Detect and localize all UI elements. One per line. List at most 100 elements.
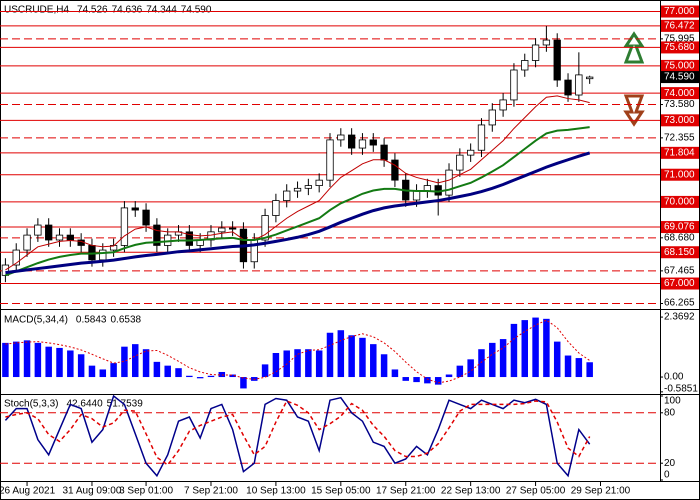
panel-title: Stoch(5,3,3): [4, 399, 58, 410]
histogram-bar: [370, 344, 377, 378]
histogram-bar: [575, 358, 583, 378]
candle-body: [477, 124, 486, 151]
readout-value: 74.590: [181, 5, 212, 16]
panel-title: MACD(5,34,4): [4, 315, 68, 326]
histogram-bar: [510, 323, 518, 378]
level-label-box: [661, 87, 699, 100]
series-line: [4, 394, 591, 478]
down-arrow: [623, 94, 645, 127]
series-line: [5, 151, 591, 275]
candle-body: [293, 187, 302, 192]
candle-body: [45, 224, 53, 241]
candle-body: [66, 234, 74, 241]
histogram-bar: [499, 339, 507, 378]
series-line: [5, 95, 590, 271]
level-label: 73.000: [664, 115, 695, 126]
histogram-bar: [553, 341, 561, 378]
histogram-bar: [424, 377, 431, 384]
y-tick-label: 68.680: [664, 232, 695, 243]
x-tick-label: 10 Sep 13:00: [246, 486, 306, 497]
current-price-label: 74.590: [664, 72, 695, 83]
candle-body: [23, 234, 31, 251]
level-label: 71.804: [664, 147, 695, 158]
candle-body: [564, 79, 572, 96]
y-tick-label: 67.465: [664, 266, 695, 277]
candle-body: [456, 154, 464, 171]
histogram-bar: [56, 347, 63, 378]
histogram-bar: [305, 349, 312, 378]
candle-body: [153, 224, 161, 246]
histogram-bar: [315, 350, 323, 378]
level-label: 75.000: [664, 61, 695, 72]
histogram-bar: [391, 369, 399, 378]
candle-body: [120, 207, 129, 246]
y-tick-label: 100: [664, 396, 681, 407]
histogram-bar: [240, 377, 247, 389]
candle-body: [542, 39, 551, 46]
candle-body: [142, 209, 150, 226]
x-tick-label: 26 Aug 2021: [0, 486, 56, 497]
readout-value: 74.344: [146, 5, 177, 16]
x-tick-label: 7 Sep 21:00: [184, 486, 238, 497]
histogram-bar: [478, 349, 485, 378]
candle-body: [326, 139, 334, 181]
histogram-bar: [142, 349, 150, 378]
candle-body: [499, 99, 507, 111]
x-tick-label: 27 Sep 05:00: [506, 486, 566, 497]
candle-body: [261, 215, 269, 241]
histogram-bar: [413, 377, 420, 383]
candle-body: [575, 74, 583, 96]
histogram-bar: [229, 374, 236, 378]
histogram-bar: [77, 354, 85, 378]
level-label: 68.150: [664, 247, 695, 258]
level-label-box: [661, 168, 699, 181]
histogram-bar: [218, 371, 226, 378]
level-label: 69.076: [664, 222, 695, 233]
histogram-bar: [337, 330, 345, 378]
level-label-box: [661, 195, 699, 208]
candle-body: [218, 227, 226, 233]
histogram-bar: [261, 364, 269, 378]
candle-body: [358, 139, 367, 149]
candle-body: [1, 264, 10, 276]
plot-layer: USCRUDE,H4 74.526 74.636 74.344 74.590 75.995…: [0, 5, 699, 497]
candle-body: [185, 231, 193, 246]
readout-value: 74.636: [112, 5, 143, 16]
candle-body: [391, 159, 399, 181]
histogram-bar: [434, 377, 442, 385]
readout-value: 74.526: [77, 5, 108, 16]
histogram-bar: [45, 346, 52, 378]
level-label-box: [661, 41, 699, 54]
up-arrow: [623, 31, 645, 64]
y-tick-label: 72.355: [664, 133, 695, 144]
histogram-bar: [348, 335, 355, 378]
level-label: 71.000: [664, 169, 695, 180]
candle-body: [347, 134, 356, 149]
histogram-bar: [12, 341, 20, 378]
histogram-bar: [456, 365, 464, 378]
candle-body: [488, 109, 496, 126]
histogram-bar: [2, 342, 9, 378]
histogram-bar: [326, 332, 334, 378]
readout-value: 42.6440: [66, 399, 103, 410]
readout-value: 0.5843: [76, 315, 107, 326]
histogram-bar: [153, 361, 161, 378]
y-tick-label: 0.00: [664, 372, 684, 383]
candle-body: [283, 190, 291, 201]
candle-body: [380, 144, 388, 161]
level-label: 75.680: [664, 42, 695, 53]
candle-body: [304, 185, 313, 189]
readout-value: 0.6538: [111, 315, 142, 326]
y-tick-label: 20: [664, 458, 676, 469]
level-label-box: [661, 221, 699, 234]
x-tick-label: 31 Aug 09:00: [62, 486, 121, 497]
x-tick-label: 22 Sep 13:00: [441, 486, 501, 497]
candle-body: [445, 169, 453, 196]
candle-body: [131, 207, 139, 211]
y-tick-label: 75.995: [664, 33, 695, 44]
y-tick-label: 0: [664, 470, 670, 481]
level-label-box: [661, 59, 699, 72]
level-label-box: [661, 19, 699, 32]
histogram-bar: [23, 340, 31, 378]
histogram-bar: [34, 342, 42, 378]
